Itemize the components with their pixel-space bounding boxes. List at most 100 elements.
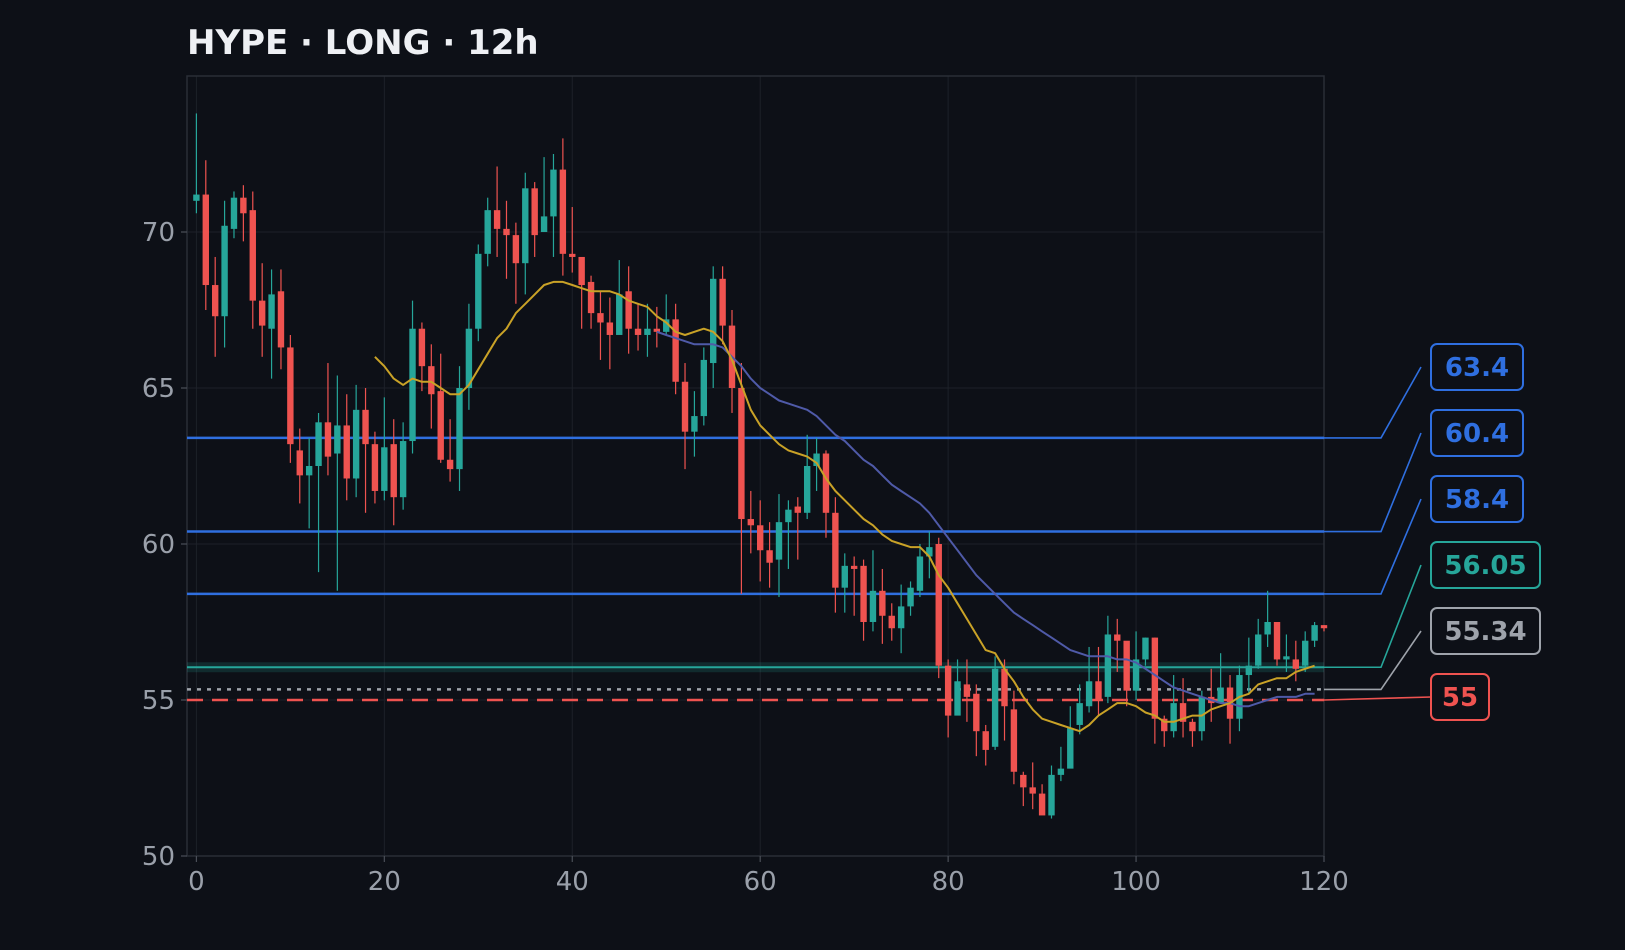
candle-body <box>616 294 623 335</box>
x-tick-label: 20 <box>368 867 401 897</box>
candle-body <box>334 425 341 454</box>
candle-body <box>634 328 642 335</box>
candle-body <box>935 544 942 666</box>
candle-body <box>446 459 454 470</box>
candle-body <box>296 450 303 476</box>
candle-body <box>888 615 895 629</box>
x-tick-label: 100 <box>1111 867 1161 897</box>
candle-body <box>841 565 848 588</box>
candle-body <box>390 444 397 498</box>
candle-body <box>1057 768 1065 775</box>
candle-body <box>803 466 811 513</box>
candle-body <box>907 587 914 607</box>
candle-body <box>1255 634 1262 666</box>
y-tick-label: 70 <box>142 218 175 248</box>
candle-body <box>1020 774 1027 788</box>
leader-line <box>1324 498 1422 595</box>
x-axis-ticks: 0 20 40 60 80 100 120 <box>188 856 1349 897</box>
candle-body <box>493 210 501 229</box>
candle-body <box>352 409 360 479</box>
level-tag-label: 63.4 <box>1445 353 1509 383</box>
candle-body <box>437 391 444 460</box>
ma-slow-line <box>656 330 1315 708</box>
y-tick-label: 65 <box>142 374 175 404</box>
candle-body <box>1104 634 1112 697</box>
candle-body <box>550 169 557 217</box>
y-tick-label: 55 <box>142 686 175 716</box>
level-tag-box <box>1430 409 1524 457</box>
candle-body <box>409 328 416 442</box>
candle-body <box>663 319 670 332</box>
candle-body <box>710 278 717 364</box>
candle-body <box>230 197 238 229</box>
level-tag-label: 56.05 <box>1444 551 1526 581</box>
candle-body <box>1142 637 1149 660</box>
candle-body <box>681 381 689 432</box>
candle-body <box>747 519 754 526</box>
candle-body <box>1245 665 1253 676</box>
candle-body <box>578 256 585 286</box>
chart-title: HYPE · LONG · 12h <box>187 23 539 63</box>
x-tick-label: 60 <box>744 867 777 897</box>
x-tick-label: 0 <box>188 867 205 897</box>
candle-body <box>644 328 651 335</box>
leader-line <box>1324 630 1422 691</box>
leader-line <box>1324 564 1422 669</box>
candle-body <box>484 210 491 254</box>
candle-body <box>315 422 322 466</box>
candle-body <box>1132 659 1140 691</box>
candle-body <box>211 285 219 317</box>
level-tag-label: 58.4 <box>1445 485 1509 515</box>
candle-body <box>1085 681 1093 707</box>
candle-body <box>860 565 867 622</box>
candle-body <box>813 453 820 466</box>
x-tick-label: 120 <box>1299 867 1349 897</box>
candle-body <box>249 210 256 301</box>
leader-line <box>1324 432 1422 533</box>
candle-body <box>1151 637 1159 719</box>
candle-body <box>757 525 764 551</box>
leader-line <box>1323 696 1432 701</box>
candle-body <box>1114 634 1121 641</box>
moving-averages <box>374 280 1315 733</box>
candle-body <box>897 606 905 629</box>
candle-body <box>1001 668 1008 707</box>
candle-body <box>1179 703 1187 722</box>
candle-body <box>691 416 698 432</box>
x-tick-label: 80 <box>932 867 965 897</box>
candle-body <box>371 444 379 491</box>
candle-body <box>1029 787 1036 794</box>
candle-body <box>268 294 275 329</box>
ma-fast-line <box>374 280 1315 733</box>
y-axis-ticks: 50 55 60 65 70 <box>142 218 187 872</box>
candle-body <box>944 665 952 716</box>
candle-body <box>775 522 783 560</box>
candle-body <box>202 194 209 286</box>
level-tag-box <box>1430 673 1490 721</box>
candle-body <box>926 547 933 557</box>
level-tag-label: 55 <box>1442 683 1478 713</box>
candle-body <box>700 359 708 417</box>
candle-body <box>381 447 388 491</box>
level-tag-box <box>1430 475 1524 523</box>
level-tags: 63.4 60.4 58.4 56.05 55.34 55 <box>1323 343 1541 721</box>
candle-body <box>1161 718 1168 732</box>
candle-body <box>1302 640 1309 666</box>
candle-body <box>879 590 886 616</box>
candle-body <box>850 565 858 569</box>
candle-body <box>954 681 961 716</box>
level-tag-label: 60.4 <box>1445 419 1509 449</box>
candle-body <box>277 291 285 348</box>
candle-body <box>1170 703 1177 732</box>
candle-body <box>569 253 576 257</box>
level-tag-box <box>1430 607 1541 655</box>
candle-body <box>428 366 435 395</box>
candle-body <box>1067 728 1074 769</box>
candle-body <box>1273 622 1281 660</box>
y-tick-label: 50 <box>142 842 175 872</box>
candle-body <box>916 556 924 591</box>
candle-body <box>287 347 294 445</box>
candle-body <box>193 194 200 201</box>
